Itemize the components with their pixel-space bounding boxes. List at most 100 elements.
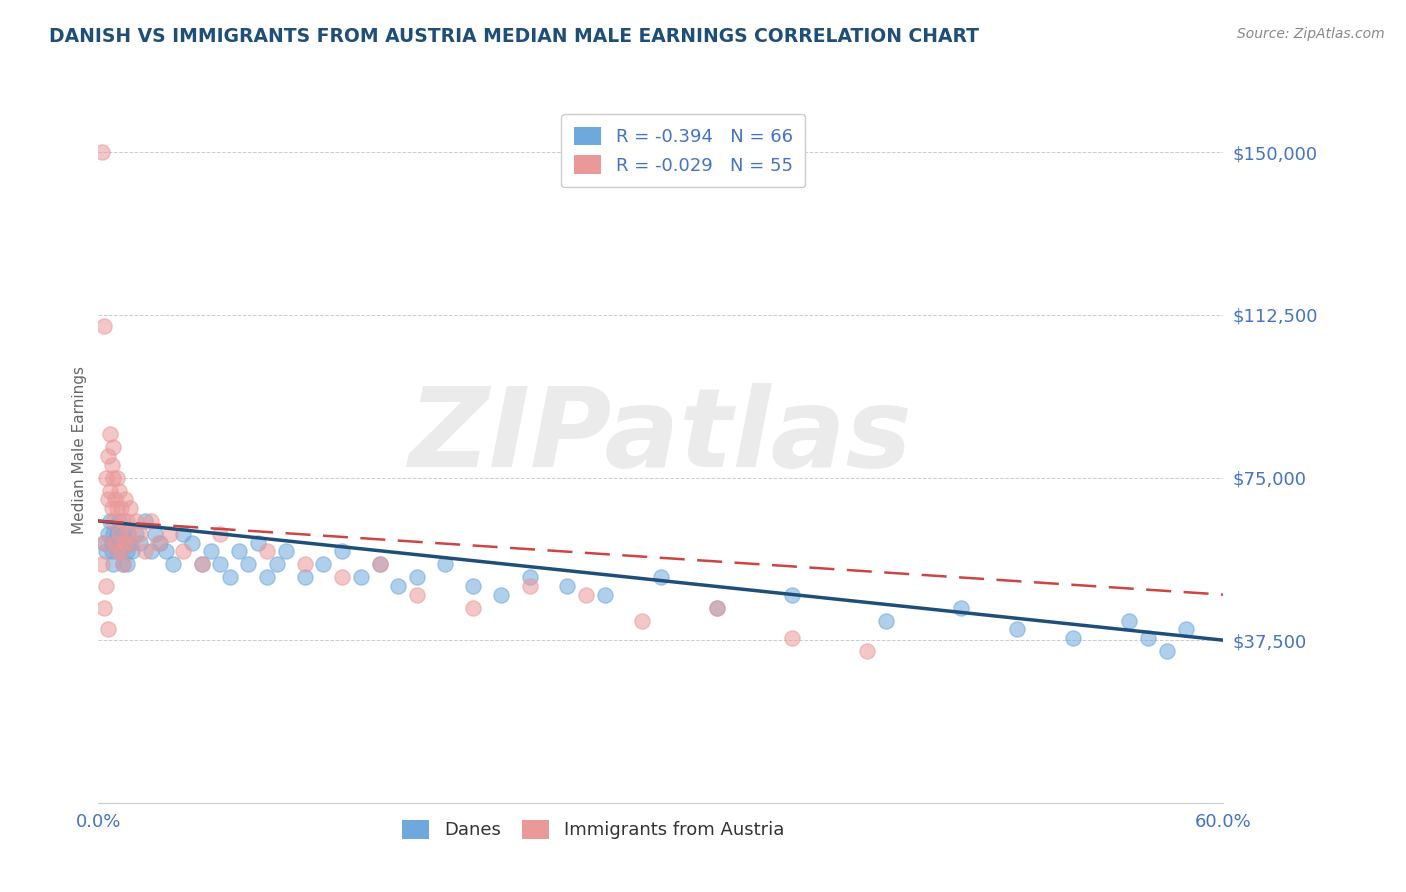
Point	[93, 600, 115, 615]
Point	[256, 570, 278, 584]
Point	[108, 483, 131, 498]
Point	[97, 527, 120, 541]
Point	[238, 558, 260, 572]
Point	[108, 514, 131, 528]
Point	[94, 544, 117, 558]
Point	[105, 544, 128, 558]
Point	[108, 527, 131, 541]
Point	[631, 614, 654, 628]
Point	[125, 527, 148, 541]
Point	[105, 500, 128, 515]
Point	[406, 570, 429, 584]
Point	[121, 535, 143, 549]
Point	[949, 600, 972, 615]
Point	[94, 470, 117, 484]
Point	[246, 535, 269, 549]
Point	[91, 558, 114, 572]
Point	[575, 588, 598, 602]
Point	[110, 535, 132, 549]
Point	[350, 570, 373, 584]
Point	[111, 558, 134, 572]
Point	[100, 500, 122, 515]
Point	[93, 535, 115, 549]
Point	[148, 535, 170, 549]
Point	[1118, 614, 1140, 628]
Point	[115, 544, 138, 558]
Point	[105, 527, 128, 541]
Point	[706, 600, 728, 615]
Point	[94, 579, 117, 593]
Point	[1137, 631, 1160, 645]
Point	[111, 527, 134, 541]
Point	[93, 318, 115, 333]
Point	[114, 535, 136, 549]
Point	[143, 527, 166, 541]
Point	[111, 558, 134, 572]
Point	[162, 558, 184, 572]
Point	[875, 614, 897, 628]
Point	[190, 558, 212, 572]
Point	[368, 558, 391, 572]
Point	[103, 440, 125, 454]
Text: ZIPatlas: ZIPatlas	[409, 383, 912, 490]
Point	[114, 492, 136, 507]
Point	[103, 527, 125, 541]
Point	[463, 600, 485, 615]
Point	[593, 588, 616, 602]
Point	[103, 558, 125, 572]
Point	[294, 558, 316, 572]
Point	[97, 623, 120, 637]
Point	[706, 600, 728, 615]
Point	[125, 514, 148, 528]
Point	[406, 588, 429, 602]
Point	[139, 544, 162, 558]
Point	[519, 579, 541, 593]
Point	[190, 558, 212, 572]
Point	[104, 492, 127, 507]
Point	[387, 579, 409, 593]
Point	[98, 483, 121, 498]
Point	[97, 492, 120, 507]
Point	[780, 588, 803, 602]
Point	[218, 570, 240, 584]
Point	[93, 535, 115, 549]
Point	[115, 514, 138, 528]
Point	[266, 558, 288, 572]
Point	[91, 145, 114, 160]
Point	[1174, 623, 1197, 637]
Point	[228, 544, 250, 558]
Point	[105, 470, 128, 484]
Point	[1156, 644, 1178, 658]
Point	[104, 535, 127, 549]
Point	[149, 535, 172, 549]
Point	[134, 544, 156, 558]
Point	[104, 535, 127, 549]
Point	[181, 535, 204, 549]
Point	[120, 535, 142, 549]
Point	[117, 527, 139, 541]
Point	[1062, 631, 1084, 645]
Point	[172, 544, 194, 558]
Point	[312, 558, 335, 572]
Point	[115, 558, 138, 572]
Point	[519, 570, 541, 584]
Point	[330, 570, 353, 584]
Point	[256, 544, 278, 558]
Point	[110, 544, 132, 558]
Point	[120, 500, 142, 515]
Point	[98, 427, 121, 442]
Point	[463, 579, 485, 593]
Point	[98, 514, 121, 528]
Point	[434, 558, 457, 572]
Point	[274, 544, 297, 558]
Point	[110, 500, 132, 515]
Point	[491, 588, 513, 602]
Point	[97, 449, 120, 463]
Point	[100, 458, 122, 472]
Point	[100, 544, 122, 558]
Point	[330, 544, 353, 558]
Point	[105, 544, 128, 558]
Point	[110, 544, 132, 558]
Point	[856, 644, 879, 658]
Point	[111, 514, 134, 528]
